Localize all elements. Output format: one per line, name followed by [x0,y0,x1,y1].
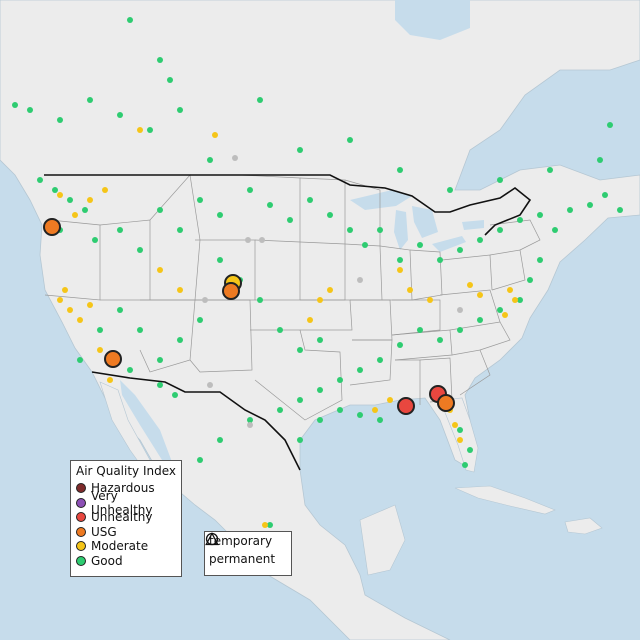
legend-item-hazardous: Hazardous [71,481,181,496]
aqi-legend-title: Air Quality Index [75,464,177,478]
legend-item-unhealthy: Unhealthy [71,510,181,525]
highlighted-monitors [43,218,455,415]
usg-swatch [76,526,86,537]
lake-ontario [462,220,484,230]
legend-label: Moderate [91,539,149,554]
legend-item-very-unhealthy: Very Unhealthy [71,489,181,517]
florida-peninsula [439,397,479,473]
moderate-monitor-dots [57,127,518,528]
legend-label: permanent [209,552,276,566]
legend-label: Hazardous [91,481,155,496]
legend-item-permanent: permanent [205,532,291,568]
legend-label: Very Unhealthy [91,488,153,517]
legend-label: USG [91,524,117,539]
monitor-unhealthy-mobile[interactable] [397,397,415,415]
good-swatch [76,555,86,566]
monitor-type-legend: temporary permanent [204,531,292,576]
triangle-icon [205,532,219,546]
cuba [454,485,556,515]
aqi-legend: Air Quality Index Hazardous Very Unhealt… [70,460,182,577]
monitor-usg-denver[interactable] [222,282,240,300]
hazardous-swatch [76,483,86,494]
monitor-usg-phoenix[interactable] [104,350,122,368]
country-borders [44,174,532,471]
gulf-of-california [120,380,175,470]
lake-erie [432,236,466,252]
legend-item-good: Good [71,554,181,569]
lake-superior [350,190,412,210]
very-unhealthy-swatch [76,497,86,508]
legend-item-usg: USG [71,525,181,540]
no-data-monitor-dots [202,155,463,428]
hispaniola [564,517,603,535]
legend-label: temporary [209,534,273,548]
legend-item-moderate: Moderate [71,539,181,554]
moderate-swatch [76,541,86,552]
monitor-usg-tallahassee[interactable] [437,394,455,412]
yucatan [359,504,406,576]
lake-michigan [394,210,408,250]
lake-huron [412,206,438,238]
good-monitor-dots [12,17,623,528]
legend-label: Unhealthy [91,510,153,525]
legend-label: Good [91,553,123,568]
unhealthy-swatch [76,512,86,523]
hudson-bay [395,0,470,40]
monitor-usg-seattle[interactable] [43,218,61,236]
